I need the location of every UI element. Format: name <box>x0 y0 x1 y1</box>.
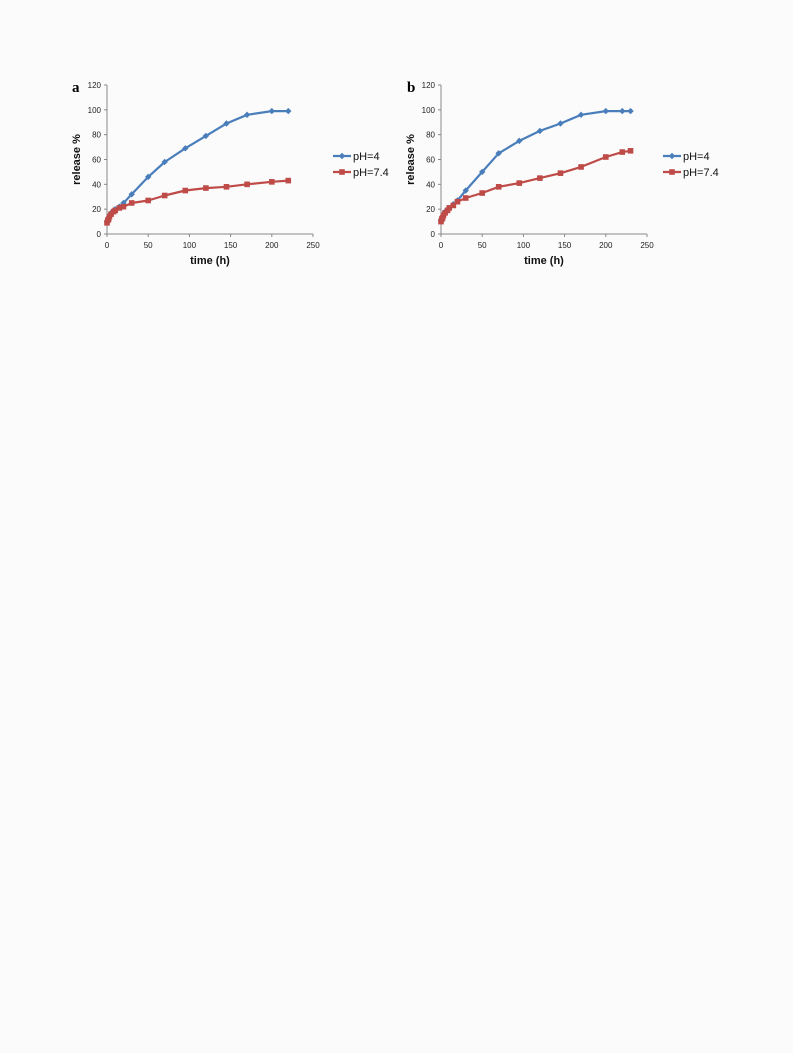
y-axis-title: release % <box>71 134 83 185</box>
data-point <box>603 154 609 160</box>
data-point <box>203 185 209 191</box>
data-point <box>602 107 609 115</box>
data-point <box>128 200 135 206</box>
data-point <box>479 190 485 196</box>
x-axis-title: time (h) <box>524 255 564 267</box>
y-tick-label: 60 <box>426 156 435 165</box>
x-tick-label: 100 <box>517 241 531 250</box>
data-point <box>128 191 135 198</box>
x-tick-label: 150 <box>558 241 572 250</box>
y-tick-label: 100 <box>88 106 102 115</box>
data-point <box>495 184 502 190</box>
chart-panel-b: b 0 20 40 60 80 100 120 0 50 100 150 200 250 time (h) r… <box>405 80 719 267</box>
y-axis-title: release % <box>405 134 417 185</box>
legend-swatch-marker <box>338 152 346 160</box>
data-point <box>285 107 292 115</box>
data-point <box>516 180 523 186</box>
x-tick-label: 50 <box>478 241 487 250</box>
legend-entry: pH=7.4 <box>663 167 719 179</box>
legend-entry: pH=4 <box>663 151 710 163</box>
y-tick-label: 60 <box>92 156 101 165</box>
data-point <box>578 164 584 170</box>
data-point <box>479 168 486 176</box>
data-point <box>182 187 189 194</box>
y-tick-label: 120 <box>88 81 102 90</box>
legend-entry: pH=4 <box>333 151 380 163</box>
y-tick-label: 80 <box>426 131 435 140</box>
data-point <box>243 111 251 118</box>
legend-label: pH=4 <box>353 151 380 163</box>
data-point <box>462 195 469 201</box>
data-point <box>537 175 543 181</box>
y-tick-label: 20 <box>426 205 435 214</box>
legend-entry: pH=7.4 <box>333 167 389 179</box>
data-point <box>202 132 210 140</box>
legend-swatch-marker <box>669 169 675 175</box>
x-tick-label: 0 <box>439 241 444 250</box>
data-point <box>536 127 544 135</box>
series-pH=7.4 <box>104 177 292 226</box>
data-point <box>446 205 453 211</box>
x-axis-title: time (h) <box>190 255 230 267</box>
x-tick-label: 100 <box>183 241 197 250</box>
series-pH=4 <box>437 107 634 224</box>
y-tick-label: 0 <box>431 230 436 239</box>
data-point <box>285 177 292 184</box>
data-point <box>145 173 152 181</box>
data-point <box>223 184 230 190</box>
data-point <box>161 192 168 199</box>
series-pH=7.4 <box>438 148 634 225</box>
data-point <box>161 158 168 166</box>
data-point <box>495 150 502 157</box>
x-tick-label: 200 <box>599 241 613 250</box>
x-tick-label: 0 <box>105 241 110 250</box>
data-point <box>112 207 119 214</box>
data-point <box>182 145 189 152</box>
data-point <box>557 120 564 127</box>
chart-panel-a: a 0 20 40 60 80 100 120 0 50 100 150 200 250 time (h) r… <box>71 80 389 267</box>
figure: a 0 20 40 60 80 100 120 0 50 100 150 200 250 time (h) r… <box>0 0 793 280</box>
legend-label: pH=7.4 <box>353 167 389 179</box>
data-point <box>268 107 275 115</box>
data-point <box>516 137 523 145</box>
series-line <box>439 109 631 221</box>
data-point <box>145 197 151 204</box>
data-point <box>244 181 250 188</box>
x-tick-label: 250 <box>306 241 320 250</box>
legend-label: pH=4 <box>683 151 710 163</box>
data-point <box>116 205 123 211</box>
data-point <box>269 179 275 185</box>
y-tick-label: 120 <box>422 81 436 90</box>
series-pH=4 <box>103 107 292 225</box>
data-point <box>120 203 127 210</box>
legend-swatch-marker <box>668 152 676 160</box>
y-tick-label: 0 <box>97 230 102 239</box>
data-point <box>619 149 626 155</box>
legend-label: pH=7.4 <box>683 167 719 179</box>
data-point <box>627 107 634 115</box>
legend-swatch-marker <box>339 169 345 175</box>
panel-letter: b <box>407 80 415 96</box>
data-point <box>450 202 457 209</box>
x-tick-label: 200 <box>265 241 279 250</box>
data-point <box>627 148 634 154</box>
data-point <box>557 170 564 176</box>
y-tick-label: 40 <box>426 180 435 189</box>
x-tick-label: 50 <box>144 241 153 250</box>
y-tick-label: 20 <box>92 205 101 214</box>
y-tick-label: 80 <box>92 131 101 140</box>
data-point <box>619 107 626 115</box>
data-point <box>462 187 469 194</box>
data-point <box>454 198 461 205</box>
data-point <box>577 111 585 118</box>
y-tick-label: 40 <box>92 180 101 189</box>
panel-letter: a <box>72 80 80 96</box>
data-point <box>223 120 230 127</box>
x-tick-label: 150 <box>224 241 238 250</box>
y-tick-label: 100 <box>422 106 436 115</box>
x-tick-label: 250 <box>640 241 654 250</box>
